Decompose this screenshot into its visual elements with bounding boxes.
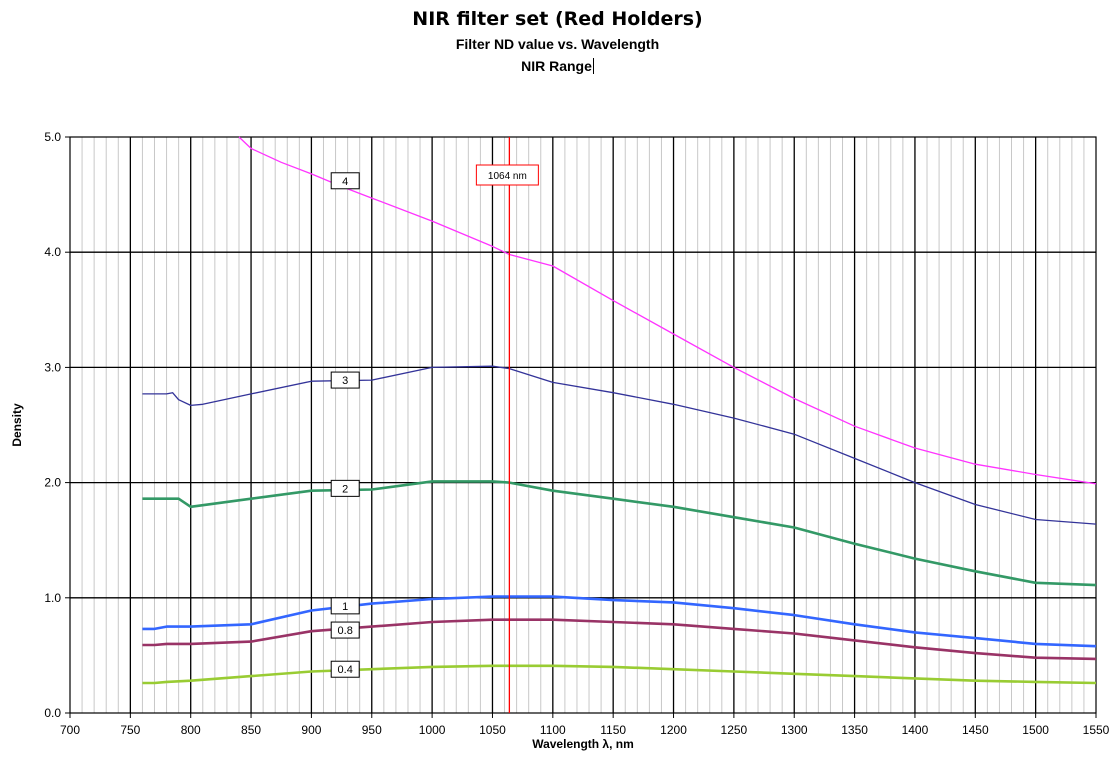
y-tick-label: 0.0 — [44, 706, 61, 720]
chart-subtitle: Filter ND value vs. Wavelength — [455, 36, 660, 52]
chart-subtitle-2: NIR Range — [0, 58, 1115, 74]
x-tick-label: 800 — [181, 723, 201, 737]
chart-title: NIR filter set (Red Holders) — [412, 8, 703, 30]
x-tick-label: 1100 — [540, 723, 566, 737]
series-line-08 — [142, 618, 1097, 661]
series-label-box — [330, 660, 360, 678]
marker-label: 1064 nm — [488, 171, 527, 182]
series-line-3 — [142, 365, 1097, 525]
series-line-04 — [142, 664, 1097, 685]
x-tick-label: 750 — [120, 723, 140, 737]
series-label-box — [330, 172, 360, 190]
text-cursor — [592, 58, 594, 74]
series-label: 2 — [342, 483, 348, 495]
x-tick-label: 1200 — [660, 723, 687, 737]
y-tick-label: 5.0 — [44, 130, 61, 144]
x-axis-label: Wavelength λ, nm — [532, 737, 634, 751]
y-tick-label: 4.0 — [44, 245, 61, 259]
series-label-box — [330, 479, 360, 497]
series-label: 4 — [342, 176, 348, 188]
series-label: 3 — [342, 375, 348, 387]
series-label-box — [330, 621, 360, 639]
series-line-4 — [238, 136, 1097, 485]
x-tick-label: 1300 — [781, 723, 808, 737]
series-line-1 — [142, 595, 1097, 648]
series-label: 1 — [342, 601, 348, 613]
x-tick-label: 850 — [241, 723, 261, 737]
y-tick-label: 2.0 — [44, 476, 61, 490]
x-tick-label: 900 — [301, 723, 321, 737]
x-tick-label: 700 — [60, 723, 80, 737]
x-tick-label: 1050 — [479, 723, 506, 737]
series-label-box — [330, 597, 360, 615]
x-tick-label: 1500 — [1022, 723, 1049, 737]
x-tick-label: 1000 — [419, 723, 446, 737]
series-label-box — [330, 371, 360, 389]
x-tick-label: 1150 — [600, 723, 626, 737]
x-tick-label: 1350 — [841, 723, 868, 737]
plot-frame — [69, 136, 1097, 714]
series-label: 0.4 — [338, 664, 353, 676]
chart-subtitle-2-text: NIR Range — [521, 58, 592, 74]
y-tick-label: 1.0 — [44, 591, 61, 605]
x-tick-label: 1400 — [902, 723, 929, 737]
x-tick-label: 1250 — [721, 723, 748, 737]
marker-label-box — [475, 164, 539, 186]
y-axis-label: Density — [10, 403, 24, 447]
x-tick-label: 1550 — [1083, 723, 1110, 737]
x-tick-label: 1450 — [962, 723, 989, 737]
y-tick-label: 3.0 — [44, 360, 61, 374]
x-tick-label: 950 — [362, 723, 382, 737]
series-label: 0.8 — [338, 625, 353, 637]
